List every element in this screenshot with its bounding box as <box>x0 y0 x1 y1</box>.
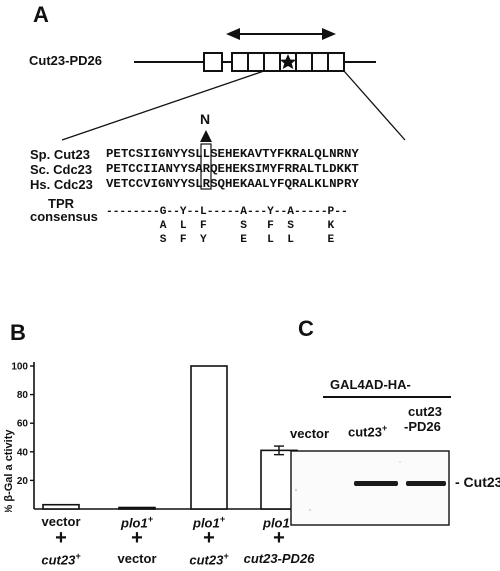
beta-gal-bar-chart: % β-Gal a ctivity 20 40 60 80 100 <box>3 362 325 512</box>
condition-2-bottom: vector <box>117 551 157 566</box>
tpr-consensus-label: consensus <box>30 209 98 224</box>
blot-header-rule <box>323 396 451 398</box>
sequence-sp: PETCSIIGNYYSLLSEHEKAVTYFKRALQLNRNY <box>106 147 359 161</box>
condition-1-bottom: cut23+ <box>41 551 81 568</box>
bar-1 <box>42 503 80 510</box>
plus-3: + <box>203 527 215 549</box>
lane-label-vector: vector <box>290 426 330 441</box>
condition-1-top: vector <box>41 514 81 529</box>
band-cut23 <box>354 481 398 486</box>
band-cut23-pd26 <box>406 481 446 486</box>
serine-highlight-box <box>200 143 212 190</box>
construct-label: Cut23-PD26 <box>29 53 102 68</box>
mutation-star-icon <box>279 54 297 69</box>
zoom-line-right <box>343 70 406 141</box>
n-arrow-icon <box>200 130 212 142</box>
y-tick-label: 20 <box>17 476 29 487</box>
tpr-consensus-row-2: A L F S F S K <box>106 220 348 232</box>
lane-label-cut23-pd26: cut23 -PD26 <box>404 404 442 434</box>
panel-a-schematic <box>61 28 406 190</box>
sequence-sc: PETCCIIANYYSARQEHEKSIMYFRRALTLDKKT <box>106 162 359 176</box>
condition-3-top: plo1+ <box>193 514 225 531</box>
bar-3 <box>190 365 228 510</box>
plus-4: + <box>273 527 285 549</box>
band-label: - Cut23 <box>455 474 500 490</box>
domain-span-arrow <box>226 28 336 40</box>
plus-2: + <box>131 527 143 549</box>
bar-2 <box>118 506 156 510</box>
y-tick-label: 40 <box>17 447 29 458</box>
tpr-box <box>203 52 223 72</box>
zoom-line-left <box>61 70 265 141</box>
species-label-sc: Sc. Cdc23 <box>30 162 93 177</box>
n-terminus-label: N <box>200 111 211 127</box>
blot-header: GAL4AD-HA- <box>330 377 411 392</box>
tpr-consensus-row-3: S F Y E L L E <box>106 234 348 246</box>
tpr-repeat-boxes <box>231 52 345 72</box>
condition-3-bottom: cut23+ <box>189 551 229 568</box>
condition-2-top: plo1+ <box>121 514 153 531</box>
condition-4-bottom: cut23-PD26 <box>243 551 315 566</box>
panel-a-letter: A <box>33 2 49 27</box>
lane-label-cut23: cut23+ <box>348 423 388 440</box>
y-axis-label: % β-Gal a ctivity <box>3 429 15 512</box>
western-blot <box>290 450 450 526</box>
plus-1: + <box>55 527 67 549</box>
panel-c-letter: C <box>298 316 314 341</box>
panel-b-letter: B <box>10 320 26 345</box>
sequence-hs: VETCCVIGNYYSLRSQHEKAALYFQRALKLNPRY <box>106 177 359 191</box>
tpr-consensus-row-1: --------G--Y--L-----A---Y--A-----P-- <box>106 206 348 218</box>
tpr-label: TPR <box>48 196 74 211</box>
y-tick-label: 60 <box>17 419 29 430</box>
species-label-hs: Hs. Cdc23 <box>30 177 93 192</box>
y-tick-label: 80 <box>17 390 29 401</box>
y-tick-label: 100 <box>11 362 28 373</box>
species-label-sp: Sp. Cut23 <box>30 147 90 162</box>
